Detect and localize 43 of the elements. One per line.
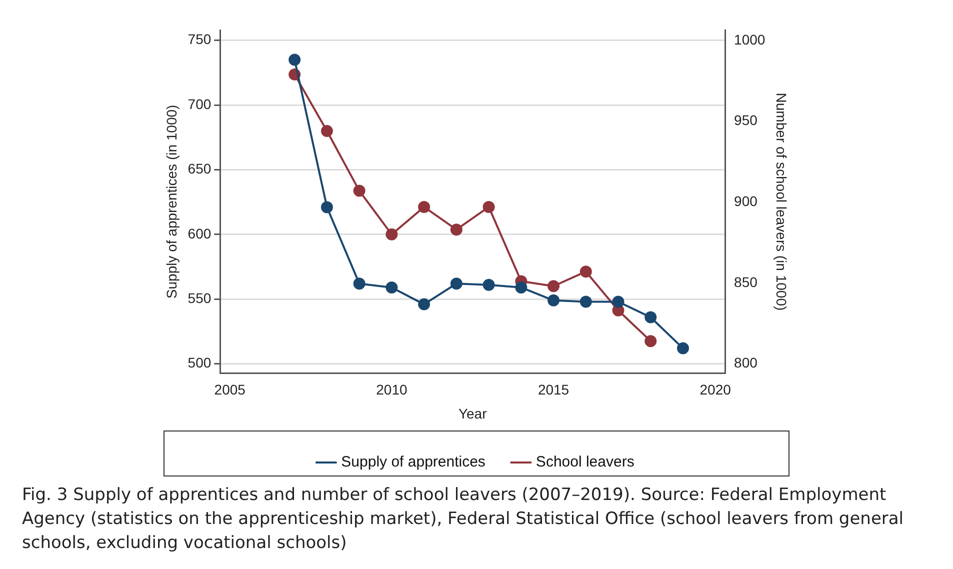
y2-tick-label: 850 bbox=[734, 274, 758, 290]
y2-axis-title: Number of school leavers (in 1000) bbox=[774, 92, 790, 311]
point bbox=[450, 278, 462, 290]
point bbox=[386, 281, 398, 294]
legend-label: School leavers bbox=[536, 454, 634, 471]
x-tick-label: 2020 bbox=[700, 382, 732, 398]
point bbox=[676, 342, 689, 354]
x-tick-label: 2010 bbox=[376, 382, 408, 398]
y2-tick-label: 800 bbox=[734, 354, 758, 371]
point bbox=[548, 280, 560, 292]
x-axis-title: Year bbox=[458, 405, 488, 422]
y-tick-label: 700 bbox=[188, 96, 212, 112]
point bbox=[386, 228, 398, 240]
y2-tick-label: 950 bbox=[734, 112, 758, 128]
y-tick-label: 600 bbox=[188, 225, 212, 242]
point bbox=[612, 296, 624, 308]
y-tick-label: 550 bbox=[188, 290, 212, 306]
point bbox=[580, 266, 592, 278]
point bbox=[450, 224, 462, 236]
point bbox=[515, 281, 528, 294]
point bbox=[644, 311, 657, 324]
x-tick-label: 2015 bbox=[538, 382, 570, 398]
point bbox=[320, 201, 333, 214]
point bbox=[644, 335, 657, 348]
point bbox=[353, 278, 366, 290]
point bbox=[288, 54, 301, 66]
legend-label: Supply of apprentices bbox=[341, 454, 486, 471]
y-tick-label: 650 bbox=[188, 160, 212, 177]
point bbox=[482, 200, 495, 213]
point bbox=[353, 184, 366, 197]
point bbox=[418, 298, 430, 310]
point bbox=[320, 125, 333, 137]
y2-tick-label: 1000 bbox=[734, 31, 766, 48]
point bbox=[580, 296, 592, 308]
y2-tick-label: 900 bbox=[734, 192, 758, 209]
y-tick-label: 500 bbox=[188, 354, 212, 371]
point bbox=[548, 294, 560, 306]
caption: Fig. 3 Supply of apprentices and number of school leavers (2007–2019). Source: Federal Employment Agency (statistics on the apprenticeship market), Federal Statistical Office (school leavers from general schools, excluding vocational schools) bbox=[22, 484, 905, 555]
y-tick-label: 750 bbox=[188, 31, 212, 48]
x-tick-label: 2005 bbox=[214, 382, 246, 398]
y-axis-title: Supply of apprentices (in 1000) bbox=[163, 104, 180, 299]
point bbox=[482, 278, 495, 291]
point bbox=[418, 200, 430, 213]
